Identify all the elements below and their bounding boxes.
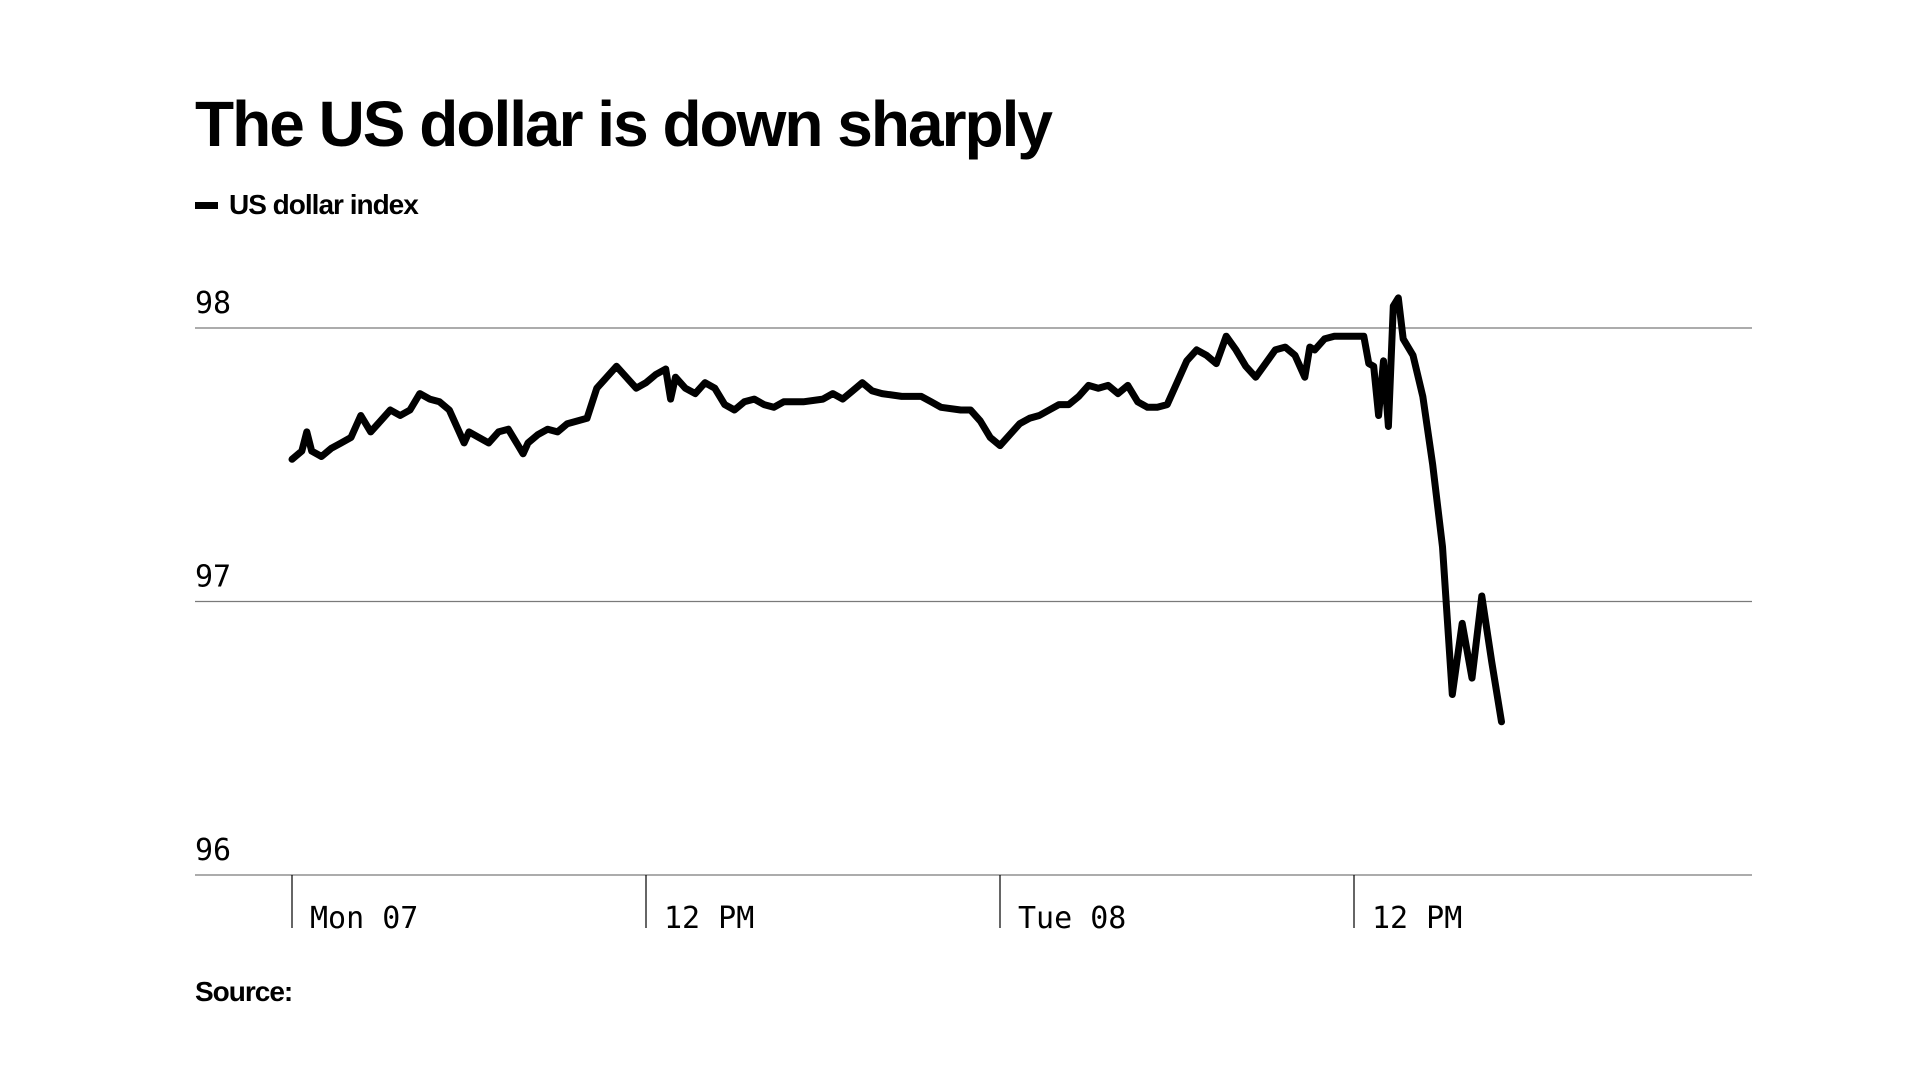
- series-layer: [288, 294, 1505, 726]
- legend: US dollar index: [195, 189, 419, 220]
- x-axis-ticks: Mon 07 12 PM Tue 08 12 PM: [291, 875, 1462, 936]
- legend-swatch: [195, 201, 218, 209]
- y-tick-label-98: 98: [195, 286, 231, 321]
- gridlines: [195, 327, 1752, 876]
- x-tick-label-3: 12 PM: [1372, 901, 1462, 936]
- legend-label-us-dollar-index: US dollar index: [229, 189, 419, 220]
- y-tick-label-97: 97: [195, 560, 231, 595]
- series-line-us-dollar-index: [288, 294, 1505, 726]
- source-note: Source:: [195, 976, 293, 1007]
- y-tick-label-96: 96: [195, 833, 231, 868]
- x-tick-label-2: Tue 08: [1018, 901, 1126, 936]
- x-tick-label-1: 12 PM: [664, 901, 754, 936]
- x-tick-label-0: Mon 07: [310, 901, 418, 936]
- y-axis-tick-labels: 98 97 96: [195, 286, 231, 868]
- chart-title: The US dollar is down sharply: [195, 88, 1053, 160]
